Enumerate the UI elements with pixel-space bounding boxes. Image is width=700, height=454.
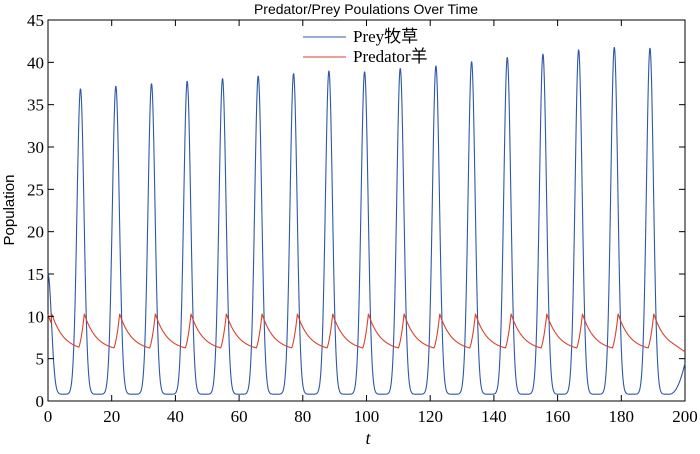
y-tick-label: 25 xyxy=(27,180,44,199)
x-tick-label: 0 xyxy=(44,407,53,426)
y-axis-label: Population xyxy=(1,175,18,246)
y-tick-label: 40 xyxy=(27,53,44,72)
legend: Prey牧草 Predator羊 xyxy=(303,27,428,66)
series-prey-line xyxy=(47,46,686,395)
x-tick-label: 200 xyxy=(672,407,698,426)
legend-label-predator: Predator羊 xyxy=(353,47,428,66)
y-tick-label: 5 xyxy=(36,350,45,369)
ticks-layer: 0 20 40 60 80 100 120 140 160 180 200 0 5 10 15 20 25 30 3… xyxy=(27,11,698,426)
plot-frame xyxy=(47,19,686,402)
series-predator-line xyxy=(47,313,686,353)
y-tick-label: 10 xyxy=(27,307,44,326)
x-tick-label: 60 xyxy=(231,407,248,426)
x-tick-label: 160 xyxy=(545,407,571,426)
x-tick-label: 100 xyxy=(354,407,380,426)
y-tick-label: 30 xyxy=(27,138,44,157)
x-tick-label: 180 xyxy=(609,407,635,426)
y-tick-label: 45 xyxy=(27,11,44,30)
y-tick-label: 20 xyxy=(27,223,44,242)
y-tick-label: 15 xyxy=(27,265,44,284)
x-tick-label: 140 xyxy=(481,407,507,426)
y-tick-label: 0 xyxy=(36,392,45,411)
x-tick-label: 120 xyxy=(417,407,443,426)
x-tick-label: 80 xyxy=(294,407,311,426)
x-tick-label: 40 xyxy=(167,407,184,426)
plot-area: 0 20 40 60 80 100 120 140 160 180 200 0 5 10 15 20 25 30 3… xyxy=(27,11,698,426)
x-axis-label: t xyxy=(365,428,371,448)
y-tick-label: 35 xyxy=(27,96,44,115)
series-layer xyxy=(47,46,686,395)
legend-label-prey: Prey牧草 xyxy=(353,27,418,46)
chart-title: Predator/Prey Poulations Over Time xyxy=(254,1,478,17)
x-tick-label: 20 xyxy=(103,407,120,426)
